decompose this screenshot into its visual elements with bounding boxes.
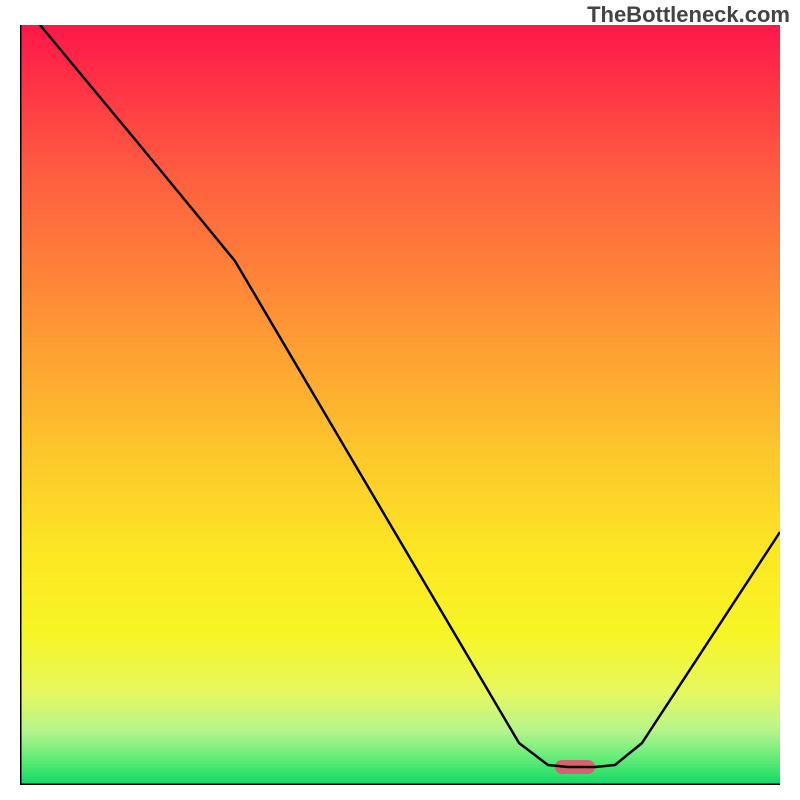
chart-container: TheBottleneck.com bbox=[0, 0, 800, 800]
watermark-text: TheBottleneck.com bbox=[587, 2, 790, 28]
bottleneck-plot bbox=[20, 25, 780, 785]
plot-wrapper bbox=[20, 25, 780, 785]
